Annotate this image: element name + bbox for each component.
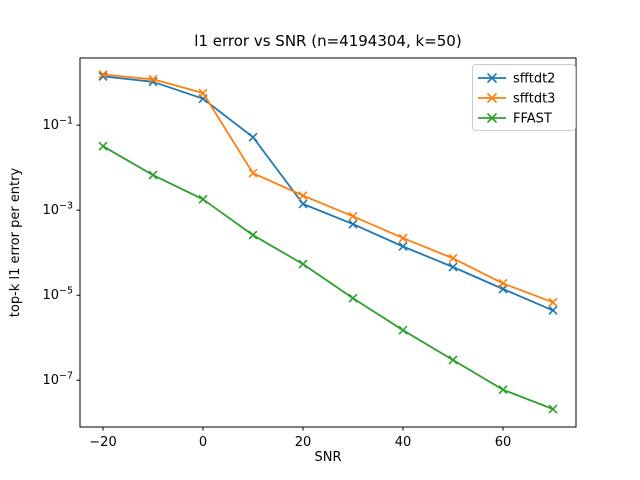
data-point-marker — [548, 297, 558, 307]
data-point-marker — [298, 191, 308, 201]
chart-title: l1 error vs SNR (n=4194304, k=50) — [194, 32, 461, 50]
y-tick-label: 10−3 — [42, 201, 73, 219]
data-point-marker — [148, 170, 158, 180]
x-tick-label: 60 — [495, 435, 512, 450]
data-point-marker — [398, 233, 408, 243]
legend: sfftdt2 sfftdt3 FFAST — [472, 64, 576, 131]
data-point-marker — [98, 71, 108, 82]
data-point-marker — [348, 293, 358, 303]
series-layer — [98, 69, 558, 414]
series-sfftdt3 — [98, 69, 558, 307]
data-point-marker — [548, 305, 558, 315]
legend-marker — [486, 112, 498, 124]
y-tick-label: 10−1 — [42, 116, 73, 134]
data-point-marker — [448, 262, 458, 272]
legend-label: sfftdt2 — [513, 72, 555, 87]
series-line — [102, 73, 554, 304]
data-point-marker — [248, 168, 258, 178]
data-point-marker — [98, 141, 108, 151]
legend-entry-FFAST: FFAST — [478, 112, 552, 127]
data-point-marker — [448, 253, 458, 263]
data-point-marker — [248, 230, 258, 240]
series-FFAST — [98, 141, 558, 414]
legend-marker — [486, 92, 498, 104]
data-point-marker — [248, 132, 258, 142]
data-point-marker — [148, 74, 158, 84]
legend-entry-sfftdt3: sfftdt3 — [478, 92, 555, 107]
y-tick-label: 10−5 — [42, 286, 73, 304]
plot-area — [79, 57, 577, 428]
legend-label: sfftdt3 — [513, 92, 555, 107]
data-point-marker — [348, 211, 358, 221]
data-point-marker — [198, 88, 208, 98]
x-tick-label: 20 — [295, 435, 312, 450]
legend-marker — [486, 72, 498, 84]
series-line — [102, 75, 554, 312]
data-point-marker — [448, 355, 458, 365]
x-tick-label: 40 — [395, 435, 412, 450]
data-point-marker — [548, 404, 558, 414]
data-point-marker — [398, 325, 408, 335]
data-point-marker — [498, 278, 508, 288]
y-tick-label: 10−7 — [42, 371, 73, 389]
data-point-marker — [348, 219, 358, 229]
data-point-marker — [498, 385, 508, 395]
data-point-marker — [398, 241, 408, 252]
x-axis-label: SNR — [314, 450, 341, 465]
series-line — [102, 145, 554, 410]
data-point-marker — [298, 199, 308, 209]
legend-label: FFAST — [513, 112, 552, 127]
x-tick-label: −20 — [89, 435, 116, 450]
x-tick-label: 0 — [199, 435, 207, 450]
axis-ticks: −20 0 20 40 60 10−1 10−3 10−5 10−7 — [42, 116, 511, 450]
legend-entry-sfftdt2: sfftdt2 — [478, 72, 555, 87]
data-point-marker — [98, 69, 108, 80]
data-point-marker — [298, 259, 308, 269]
data-point-marker — [198, 194, 208, 204]
legend-box — [472, 64, 576, 131]
y-axis-label: top-k l1 error per entry — [8, 168, 23, 318]
